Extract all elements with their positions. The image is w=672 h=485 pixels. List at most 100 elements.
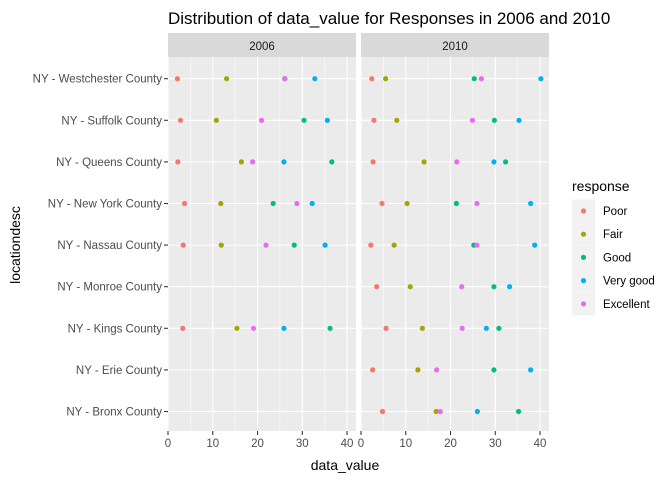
data-point: Fair — NY - Kings County (2006): 15.4 (234, 325, 240, 331)
data-point: Good — NY - Queens County (2010): 32.3 (502, 159, 509, 165)
data-point: Good — NY - Suffolk County (2006): 30.4 (301, 117, 307, 123)
facet-panel-2006: 2006 0 10 20 30 40 Poor — NY - Kings County (2… (165, 33, 356, 450)
data-point: Very good — NY - Kings County (2010): 28 (483, 325, 489, 331)
data-point: Very good — NY - Queens County (2006): 2… (281, 159, 287, 165)
data-point: Excellent — NY - Erie County (2010): 16.… (434, 367, 440, 373)
legend-item: Poor (572, 199, 627, 223)
data-point: Fair — NY - Suffolk County (2010): 8 (394, 117, 400, 123)
data-point: Very good — NY - Westchester County (200… (312, 76, 318, 82)
legend-item: Excellent (572, 292, 650, 316)
data-point: Good — NY - New York County (2010): 21.3 (453, 200, 459, 207)
data-point: Good — NY - Suffolk County (2010): 29.8 (491, 117, 497, 123)
data-point: Poor — NY - Westchester County (2010): 2… (369, 76, 375, 82)
data-point: Very good — NY - New York County (2006):… (309, 200, 315, 207)
chart-title: Distribution of data_value for Responses… (168, 9, 610, 28)
y-axis-title: locationdesc (7, 206, 23, 284)
x-tick-label: 40 (534, 438, 547, 450)
legend-title: response (572, 178, 630, 194)
legend-label: Fair (603, 229, 623, 241)
y-axis-ticks: NY - Bronx County NY - Erie County NY - Ki… (33, 74, 168, 419)
facet-strip-label: 2006 (249, 41, 275, 53)
legend-label: Good (603, 252, 631, 264)
y-tick-label: NY - Nassau County (57, 240, 162, 252)
data-point: Poor — NY - Kings County (2010): 5.6 (383, 325, 389, 331)
data-point: Fair — NY - Queens County (2010): 14.1 (421, 159, 427, 165)
data-point: Poor — NY - Suffolk County (2006): 2.8 (177, 117, 184, 123)
legend-marker (580, 231, 587, 237)
data-point: Poor — NY - Erie County (2010): 2.6 (370, 367, 376, 373)
data-point: Poor — NY - Suffolk County (2010): 2.9 (371, 117, 377, 123)
legend-label: Poor (603, 206, 627, 218)
x-tick-label: 10 (399, 438, 412, 450)
data-point: Very good — NY - Queens County (2010): 2… (491, 159, 497, 165)
data-point: Excellent — NY - New York County (2010):… (474, 200, 480, 207)
data-point: Good — NY - Kings County (2006): 36.2 (327, 325, 333, 331)
data-point: Fair — NY - New York County (2010): 10.3 (404, 200, 410, 207)
y-tick-label: NY - New York County (48, 199, 162, 211)
data-point: Excellent — NY - Nassau County (2006): 2… (263, 242, 269, 248)
data-point: Excellent — NY - Nassau County (2010): 2… (474, 242, 480, 248)
data-point: Poor — NY - Kings County (2006): 3.3 (180, 325, 186, 331)
legend-marker (580, 254, 587, 260)
data-point: Poor — NY - Queens County (2010): 2.7 (370, 159, 376, 165)
data-point: Excellent — NY - Queens County (2006): 1… (250, 159, 256, 165)
legend-item: Very good (572, 269, 655, 293)
legend-marker (580, 208, 587, 214)
y-tick-label: NY - Bronx County (66, 407, 162, 419)
data-point: Fair — NY - Kings County (2010): 13.7 (419, 325, 425, 331)
data-point: Poor — NY - Bronx County (2010): 4.8 (379, 408, 386, 415)
data-point: Very good — NY - Erie County (2010): 37.… (528, 367, 534, 373)
legend-label: Excellent (603, 299, 650, 311)
data-point: Very good — NY - Suffolk County (2006): … (324, 117, 330, 123)
data-point: Good — NY - Monroe County (2010): 29.7 (491, 284, 497, 290)
facet-strip (361, 33, 549, 57)
x-tick-label: 10 (206, 438, 219, 450)
data-point: Excellent — NY - New York County (2006):… (294, 200, 300, 207)
x-tick-label: 0 (358, 438, 364, 450)
y-tick-label: NY - Queens County (56, 157, 162, 169)
data-point: Good — NY - Westchester County (2010): 2… (471, 76, 477, 82)
data-point: Fair — NY - Suffolk County (2006): 10.8 (213, 117, 219, 123)
data-point: Fair — NY - New York County (2006): 11.8 (218, 200, 224, 207)
data-point: Fair — NY - Monroe County (2010): 11 (407, 284, 413, 290)
data-point: Excellent — NY - Westchester County (201… (478, 76, 485, 82)
data-point: Very good — NY - Nassau County (2010): 3… (532, 242, 538, 248)
data-point: Excellent — NY - Suffolk County (2006): … (258, 117, 265, 123)
data-point: Very good — NY - Westchester County (201… (538, 76, 544, 82)
data-point: Good — NY - New York County (2006): 23.5 (270, 200, 276, 207)
data-point: Poor — NY - Nassau County (2006): 3.4 (180, 242, 186, 248)
data-point: Good — NY - Queens County (2006): 36.6 (329, 159, 335, 165)
data-point: Fair — NY - Erie County (2010): 12.7 (415, 367, 421, 373)
data-point: Poor — NY - Monroe County (2010): 3.5 (374, 284, 380, 290)
x-tick-label: 20 (444, 438, 457, 450)
x-tick-label: 30 (296, 438, 309, 450)
data-point: Poor — NY - Westchester County (2006): 2… (174, 76, 180, 82)
legend-marker (580, 301, 587, 307)
x-tick-label: 0 (165, 438, 171, 450)
data-point: Poor — NY - New York County (2006): 3.7 (181, 200, 188, 207)
data-point: Fair — NY - Bronx County (2010): 16.8 (433, 408, 439, 415)
panel-background (361, 57, 549, 431)
data-point: Very good — NY - Monroe County (2010): 3… (507, 284, 513, 290)
data-point: Good — NY - Bronx County (2010): 35.2 (515, 408, 522, 415)
x-tick-label: 40 (341, 438, 354, 450)
facet-panel-2010: 2010 0 10 20 30 40 Poor — NY - Bronx County (2… (358, 33, 549, 450)
data-point: Very good — NY - New York County (2010):… (528, 200, 534, 207)
data-point: Poor — NY - New York County (2010): 4.7 (379, 200, 385, 207)
y-tick-label: NY - Kings County (68, 323, 163, 335)
data-point: Poor — NY - Nassau County (2010): 2.2 (368, 242, 374, 248)
legend-marker (580, 278, 587, 284)
data-point: Good — NY - Kings County (2010): 30.8 (496, 325, 502, 331)
panel-background (168, 57, 356, 431)
y-tick-label: NY - Westchester County (33, 74, 163, 86)
data-point: Very good — NY - Suffolk County (2010): … (516, 117, 522, 123)
y-tick-label: NY - Monroe County (57, 282, 162, 294)
data-point: Excellent — NY - Monroe County (2010): 2… (459, 284, 465, 290)
data-point: Fair — NY - Westchester County (2006): 1… (224, 76, 230, 82)
x-tick-label: 30 (489, 438, 502, 450)
legend-label: Very good (603, 276, 655, 288)
data-point: Fair — NY - Nassau County (2006): 11.9 (218, 242, 224, 248)
y-tick-label: NY - Erie County (76, 365, 162, 377)
